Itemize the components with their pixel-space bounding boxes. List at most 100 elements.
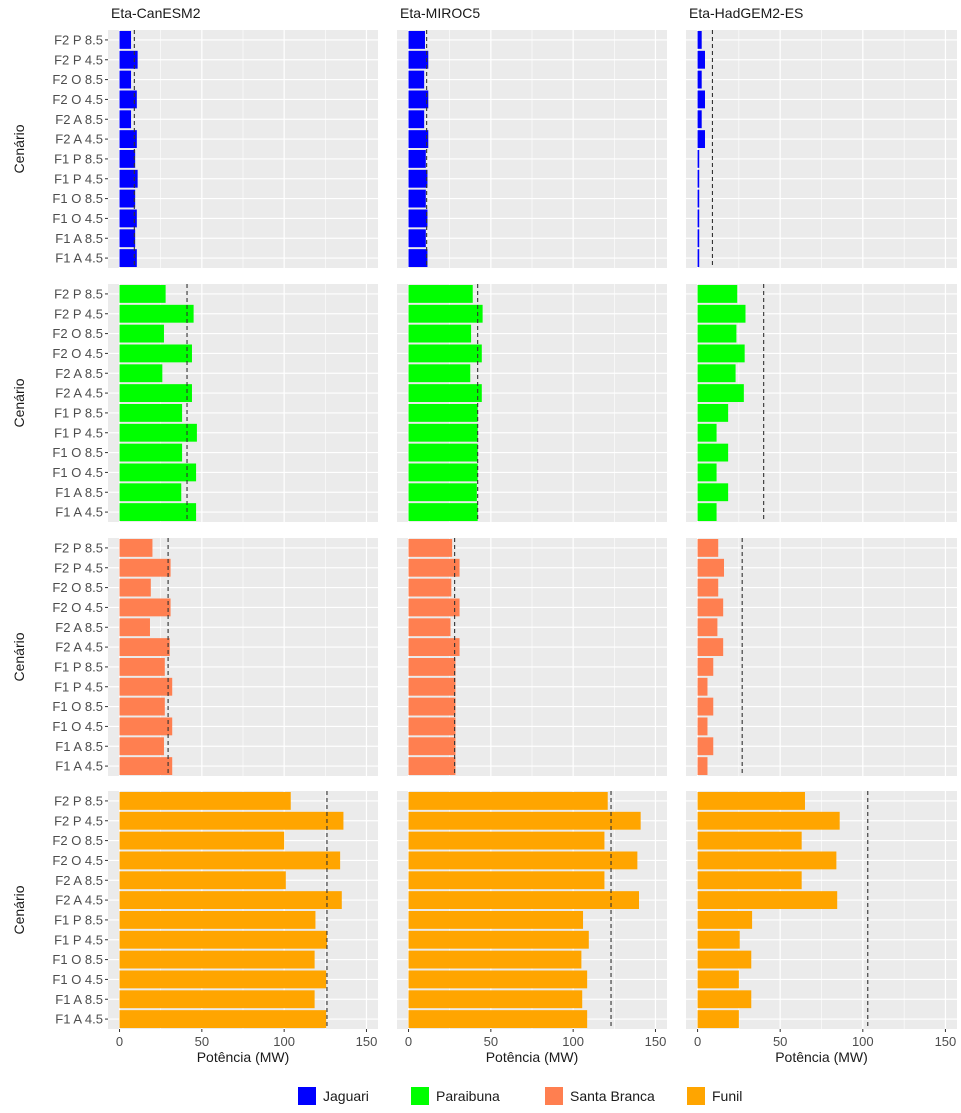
bar-jaguari (408, 229, 426, 248)
bar-jaguari (408, 209, 428, 228)
bar-funil (119, 851, 341, 870)
bar-jaguari (408, 149, 426, 168)
bar-jaguari (119, 149, 136, 168)
y-tick-label: F2 O 8.5 (52, 72, 103, 87)
bar-paraibuna (119, 443, 183, 462)
bar-santa-branca (697, 618, 718, 637)
legend-label: Paraibuna (436, 1088, 500, 1104)
y-axis-title: Cenário (11, 632, 27, 681)
y-tick-label: F2 P 8.5 (54, 540, 103, 555)
bar-santa-branca (408, 657, 456, 676)
bar-funil (119, 930, 327, 949)
bar-jaguari (697, 110, 702, 129)
y-tick-label: F1 O 4.5 (52, 719, 103, 734)
bar-santa-branca (697, 657, 714, 676)
bar-funil (408, 1010, 588, 1029)
y-tick-label: F1 P 4.5 (54, 425, 103, 440)
bar-funil (408, 871, 605, 890)
bar-santa-branca (408, 578, 452, 597)
bar-funil (408, 910, 584, 929)
bar-funil (697, 950, 752, 969)
bar-paraibuna (697, 324, 737, 343)
y-axis-title: Cenário (11, 885, 27, 934)
bar-funil (408, 831, 605, 850)
y-tick-label: F2 O 4.5 (52, 853, 103, 868)
bar-funil (408, 990, 583, 1009)
facet-title-2: Eta-HadGEM2-ES (689, 5, 803, 21)
y-tick-label: F1 P 8.5 (54, 659, 103, 674)
y-tick-label: F1 A 8.5 (55, 231, 103, 246)
bar-santa-branca (119, 657, 165, 676)
bar-paraibuna (119, 483, 182, 502)
x-axis-title: Potência (MW) (486, 1049, 579, 1065)
bar-santa-branca (697, 598, 724, 617)
bar-paraibuna (119, 503, 197, 522)
y-tick-label: F1 P 4.5 (54, 171, 103, 186)
bar-paraibuna (408, 344, 482, 363)
bar-jaguari (697, 149, 700, 168)
bar-funil (697, 930, 740, 949)
bar-funil (119, 950, 315, 969)
bar-jaguari (119, 50, 138, 69)
y-tick-label: F2 O 4.5 (52, 92, 103, 107)
bar-jaguari (408, 249, 428, 268)
bar-santa-branca (119, 737, 164, 756)
y-tick-label: F1 P 8.5 (54, 151, 103, 166)
legend-swatch-funil (687, 1087, 705, 1105)
y-tick-label: F2 A 4.5 (55, 132, 103, 147)
y-tick-label: F1 O 4.5 (52, 972, 103, 987)
bar-paraibuna (119, 403, 183, 422)
bar-paraibuna (119, 344, 192, 363)
y-tick-label: F2 O 4.5 (52, 600, 103, 615)
legend-label: Jaguari (323, 1088, 369, 1104)
bar-paraibuna (408, 403, 478, 422)
y-tick-label: F2 A 8.5 (55, 366, 103, 381)
bar-funil (408, 791, 608, 810)
bar-jaguari (119, 189, 136, 208)
bar-paraibuna (408, 423, 478, 442)
y-tick-label: F2 A 4.5 (55, 640, 103, 655)
bar-jaguari (697, 30, 702, 49)
y-tick-label: F2 A 8.5 (55, 620, 103, 635)
bar-paraibuna (697, 423, 717, 442)
bar-paraibuna (408, 364, 471, 383)
bar-funil (119, 831, 285, 850)
bar-santa-branca (119, 638, 170, 657)
bar-jaguari (697, 169, 700, 188)
bar-santa-branca (408, 638, 460, 657)
x-tick-label: 100 (852, 1034, 874, 1049)
bar-santa-branca (119, 618, 150, 637)
bar-paraibuna (408, 443, 478, 462)
y-tick-label: F1 O 8.5 (52, 191, 103, 206)
bar-paraibuna (408, 463, 478, 482)
bar-jaguari (119, 209, 137, 228)
y-tick-label: F1 O 8.5 (52, 952, 103, 967)
bar-funil (697, 970, 739, 989)
bar-jaguari (697, 209, 700, 228)
y-tick-label: F2 P 4.5 (54, 813, 103, 828)
bar-santa-branca (119, 677, 173, 696)
bar-santa-branca (408, 598, 460, 617)
x-axis-title: Potência (MW) (775, 1049, 868, 1065)
x-tick-label: 0 (405, 1034, 412, 1049)
bar-funil (119, 871, 286, 890)
bar-santa-branca (119, 598, 171, 617)
bar-funil (408, 851, 638, 870)
x-tick-label: 0 (116, 1034, 123, 1049)
bar-funil (119, 791, 291, 810)
bar-santa-branca (697, 558, 725, 577)
bar-paraibuna (697, 503, 717, 522)
bar-paraibuna (697, 483, 729, 502)
facet-title-1: Eta-MIROC5 (400, 5, 480, 21)
bar-jaguari (697, 70, 702, 89)
bar-funil (697, 891, 838, 910)
y-tick-label: F2 O 8.5 (52, 580, 103, 595)
bar-paraibuna (408, 304, 483, 323)
bar-funil (697, 910, 753, 929)
x-tick-label: 0 (694, 1034, 701, 1049)
bar-funil (119, 990, 315, 1009)
y-tick-label: F1 A 8.5 (55, 992, 103, 1007)
bar-santa-branca (408, 757, 456, 776)
bar-paraibuna (119, 423, 197, 442)
